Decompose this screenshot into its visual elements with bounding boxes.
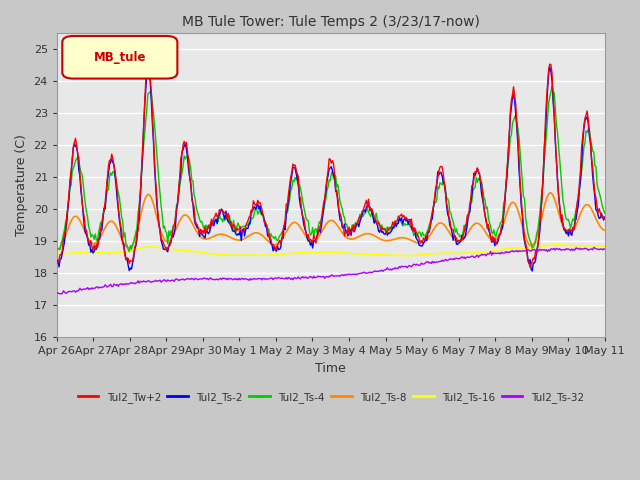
Text: MB_tule: MB_tule — [93, 51, 146, 64]
FancyBboxPatch shape — [62, 36, 177, 79]
Title: MB Tule Tower: Tule Temps 2 (3/23/17-now): MB Tule Tower: Tule Temps 2 (3/23/17-now… — [182, 15, 480, 29]
Y-axis label: Temperature (C): Temperature (C) — [15, 134, 28, 236]
X-axis label: Time: Time — [316, 362, 346, 375]
Legend: Tul2_Tw+2, Tul2_Ts-2, Tul2_Ts-4, Tul2_Ts-8, Tul2_Ts-16, Tul2_Ts-32: Tul2_Tw+2, Tul2_Ts-2, Tul2_Ts-4, Tul2_Ts… — [74, 388, 588, 407]
